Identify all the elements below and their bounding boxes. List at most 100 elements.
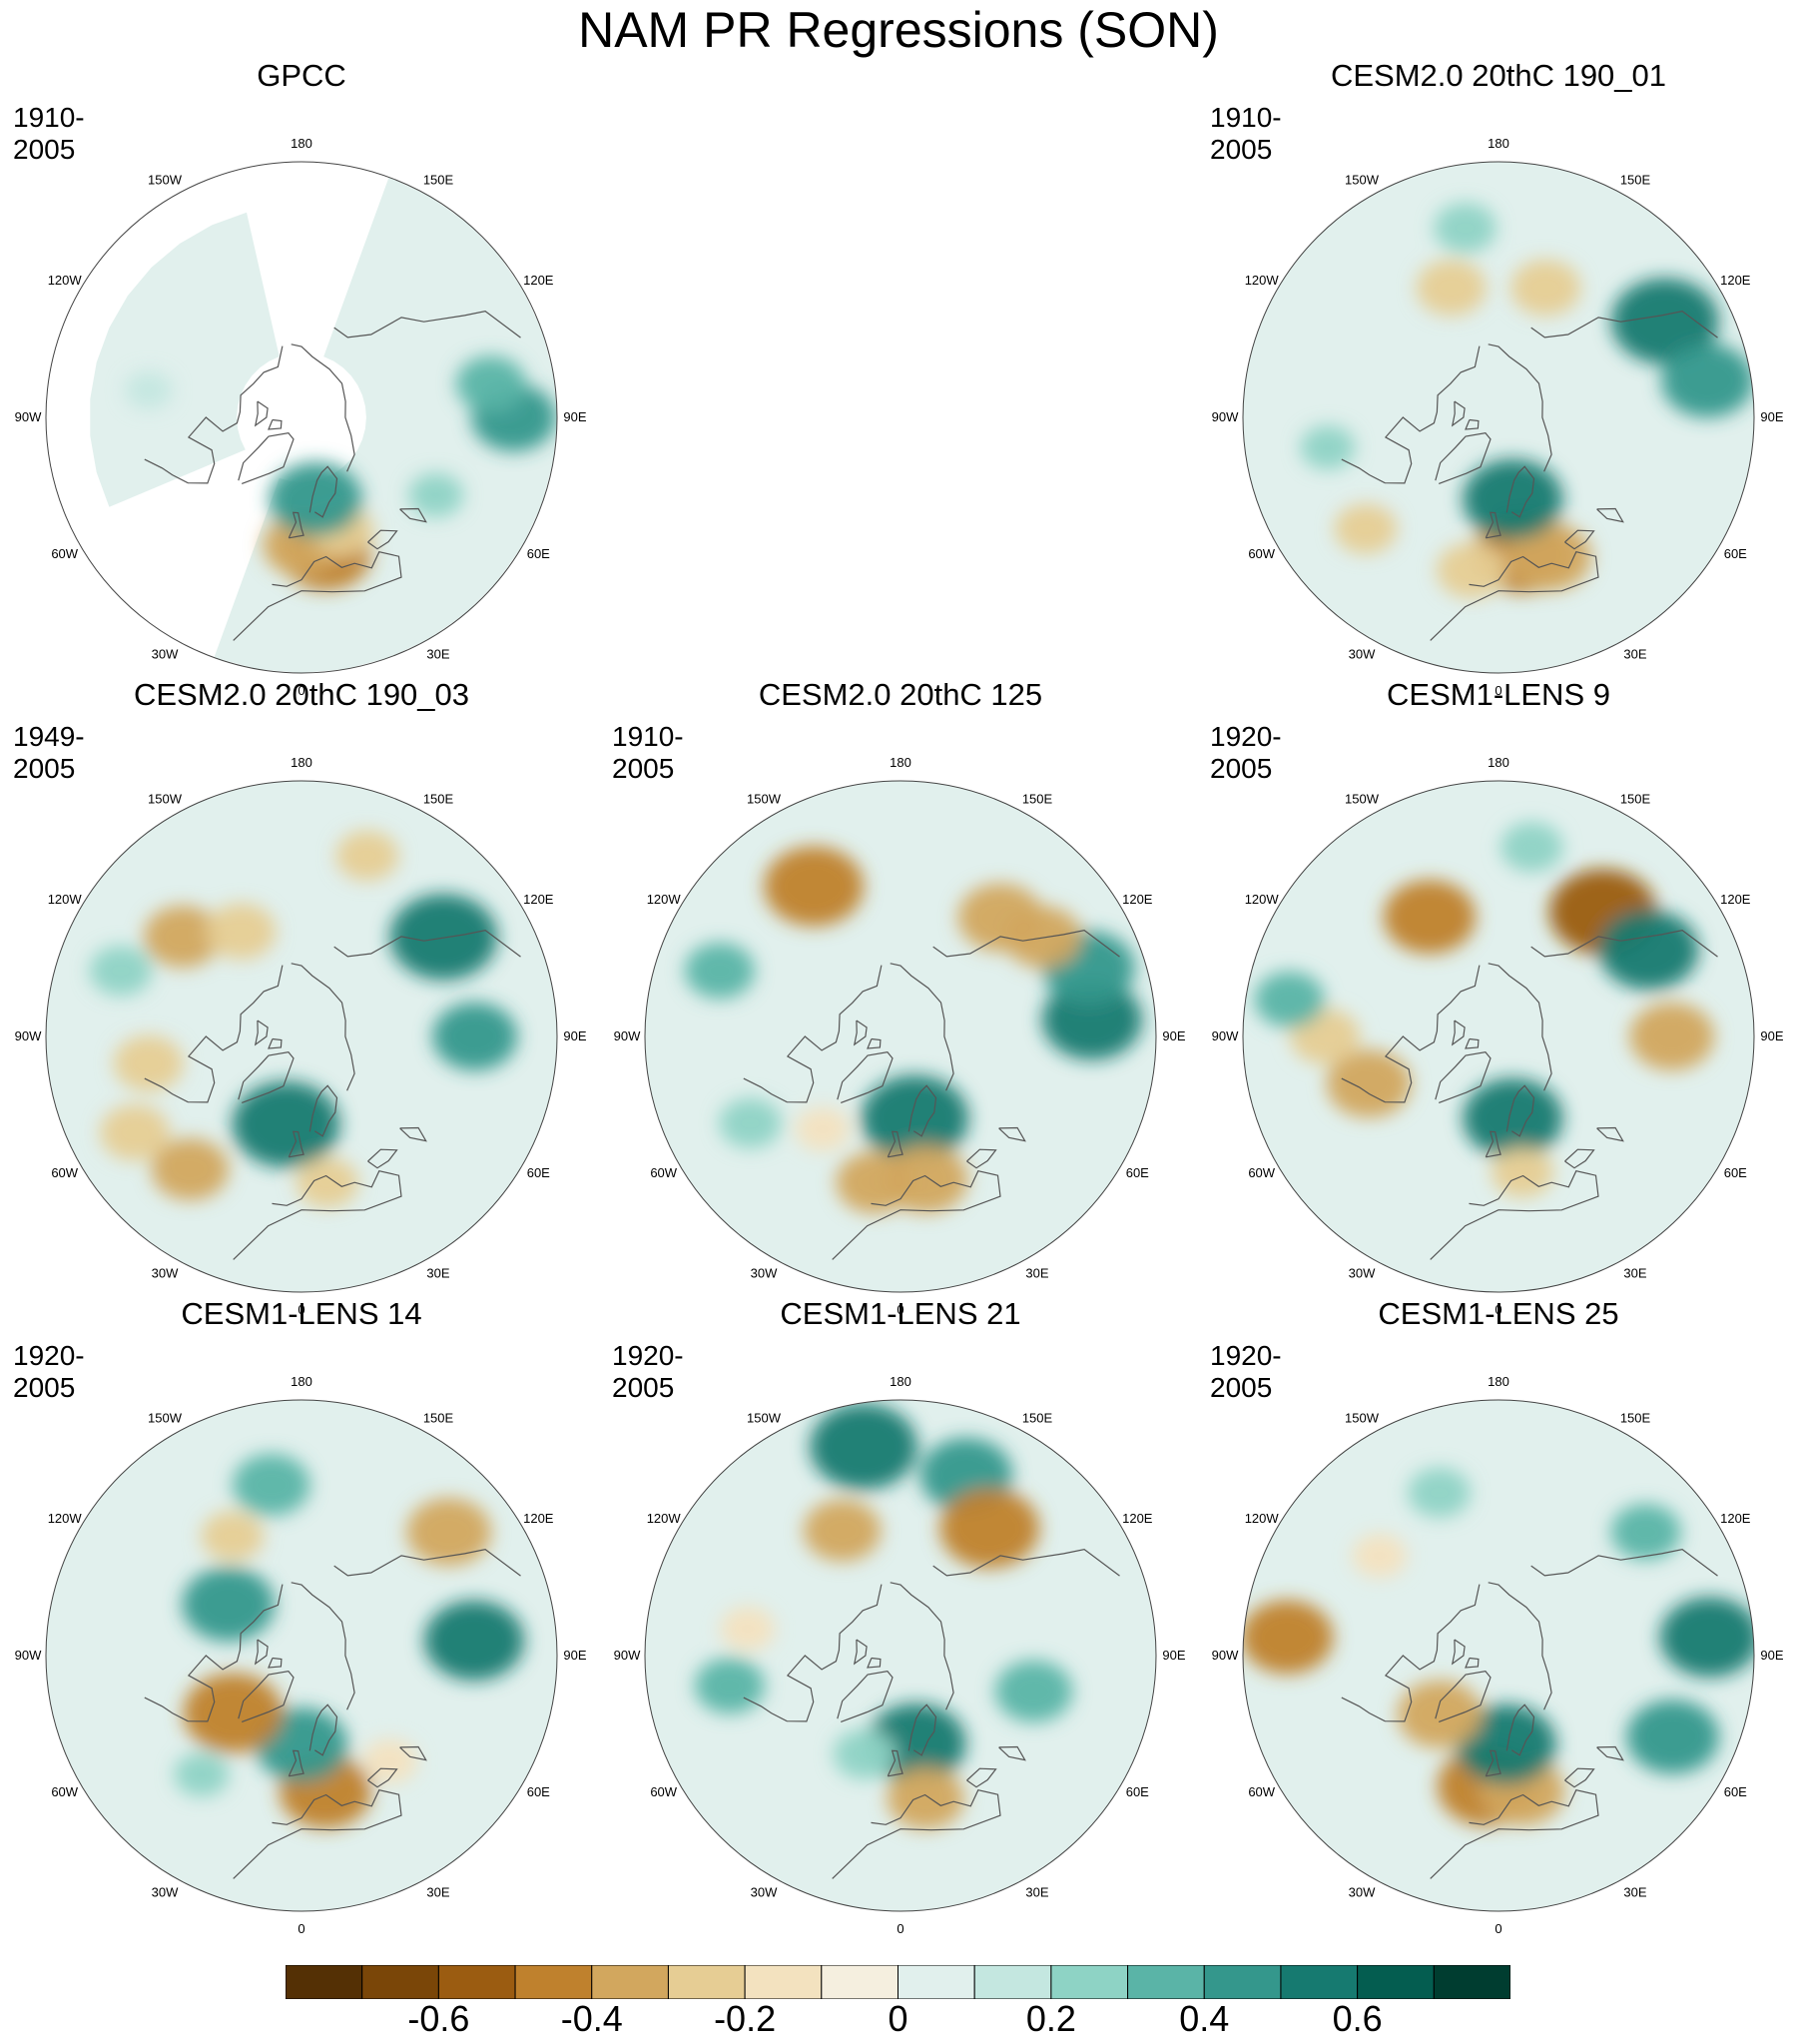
longitude-label: 180 [890,755,911,770]
coastline [333,1549,521,1577]
coastline [238,431,295,484]
coastline [1451,400,1466,427]
panel-period: 1910-2005 [612,721,684,784]
longitude-label: 90E [1760,409,1783,424]
longitude-label: 60W [1248,1784,1275,1799]
coastline [966,1148,997,1169]
longitude-label: 0 [897,1302,903,1317]
panel-period: 1920-2005 [13,1340,85,1403]
colorbar-swatch [744,1965,823,1999]
coastline [1488,963,1552,1091]
coastline [1485,1130,1501,1158]
map-background [645,1400,1156,1911]
anomaly-contour [100,1104,171,1161]
colorbar-swatch [1127,1965,1205,1999]
longitude-label: 0 [298,1921,304,1936]
coastline [1596,507,1624,523]
polar-map: 180 150E 120E 90E 60E 30E 0 30W 60W 90W 120W 150W [614,1374,1186,1936]
longitude-label: 120W [48,892,83,907]
anomaly-contour [764,846,865,927]
anomaly-contour [1626,1700,1719,1774]
longitude-label: 90W [15,1648,42,1663]
coastline [1505,1084,1535,1137]
coastline [932,1549,1120,1577]
longitude-label: 30W [152,646,179,661]
longitude-label: 90W [614,1648,641,1663]
coastline [1596,1126,1624,1142]
coastline [268,1657,283,1669]
polar-map: 180 150E 120E 90E 60E 30E 0 30W 60W 90W 120W 150W [1212,136,1784,698]
anomaly-contour [1500,822,1563,873]
coastline [1530,311,1718,339]
coastline [890,963,954,1091]
polar-map: 180 150E 120E 90E 60E 30E 0 30W 60W 90W 120W 150W [1212,1374,1784,1936]
colorbar-swatch [1433,1965,1510,1999]
longitude-label: 90E [1162,1648,1185,1663]
coastline [1435,1050,1492,1103]
anomaly-contour [994,1660,1073,1722]
coastline [1465,1657,1480,1669]
coastline [743,965,883,1103]
longitude-label: 150W [1345,1411,1380,1426]
anomaly-contour [296,1157,359,1208]
coastline [1505,1703,1535,1756]
coastline [1430,1170,1599,1260]
coastline [1505,465,1535,518]
anomaly-contour [424,1600,524,1681]
longitude-label: 120E [523,1511,554,1526]
polar-map: 180 150E 120E 90E 60E 30E 0 30W 60W 90W 120W 150W [15,755,587,1317]
anomaly-contour [1334,503,1398,554]
longitude-label: 90W [1212,409,1239,424]
longitude-label: 60W [1248,546,1275,561]
anomaly-contour [1352,1534,1408,1578]
coastline [291,343,355,472]
longitude-label: 150W [1345,173,1380,188]
polar-map: 180 150E 120E 90E 60E 30E 0 30W 60W 90W 120W 150W [614,755,1186,1317]
colorbar-swatch [514,1965,593,1999]
anomaly-contour [1434,203,1497,254]
anomaly-contour [1408,1467,1471,1518]
anomaly-contour [795,1107,851,1151]
anomaly-contour [113,1035,184,1091]
anomaly-contour [432,1003,518,1070]
longitude-label: 90E [1760,1648,1783,1663]
longitude-label: 90W [15,1028,42,1043]
longitude-label: 60E [527,1784,550,1799]
longitude-label: 60W [51,1165,78,1180]
longitude-label: 60W [650,1165,677,1180]
coastline [288,1130,304,1158]
longitude-label: 180 [1488,1374,1509,1389]
map-boundary [45,780,558,1293]
panel-period: 1910-2005 [13,102,85,165]
panel-title: CESM1-LENS 25 [1378,1296,1619,1331]
longitude-label: 120E [523,892,554,907]
anomaly-contour [861,1074,969,1161]
anomaly-contour [362,1738,418,1783]
anomaly-contour [144,906,222,968]
coastline [308,1703,338,1756]
anomaly-contour [1629,1003,1715,1070]
longitude-label: 90E [563,1028,586,1043]
longitude-label: 90W [1212,1648,1239,1663]
coastline [268,418,283,430]
coastline [998,1126,1026,1142]
coastline [832,1170,1001,1260]
coastline [367,1767,398,1788]
panel-period: 1920-2005 [1210,721,1282,784]
coastline [998,1745,1026,1761]
coastline [1530,1549,1718,1577]
colorbar-tick-label: 0.6 [1332,1998,1383,2039]
longitude-label: 60E [1724,1165,1747,1180]
colorbar [286,1965,1510,1999]
anomaly-contour [803,1499,882,1562]
coastline [254,1639,269,1666]
longitude-label: 120E [1720,1511,1751,1526]
panel-period: 1910-2005 [1210,102,1282,165]
longitude-label: 150E [1620,173,1651,188]
coastline [837,1670,894,1722]
colorbar-swatch [286,1965,363,1999]
longitude-label: 90E [563,409,586,424]
coastline [966,1767,997,1788]
anomaly-contour [836,1151,913,1214]
coastline [1341,1584,1481,1722]
